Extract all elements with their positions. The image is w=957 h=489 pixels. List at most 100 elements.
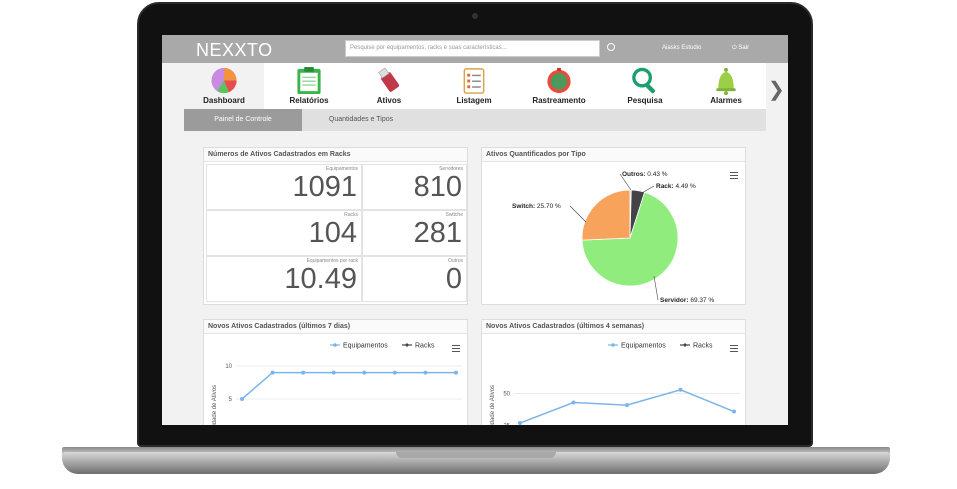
top-bar: NEXXTO Pesquise por equipamentos, racks … — [162, 35, 788, 63]
nav-item-ativos[interactable]: Ativos — [349, 63, 429, 109]
pie-label-switch: Switch: 25.70 % — [512, 203, 561, 210]
checklist-icon — [463, 68, 485, 94]
series-line-equipamentos — [241, 371, 456, 400]
pie-label-rack: Rack: 4.49 % — [656, 183, 696, 190]
pie-slice-switch — [581, 189, 631, 241]
stat-cell-servidores: Servidores 810 — [362, 164, 467, 210]
stat-label: Switche — [445, 212, 463, 218]
nav-item-rastreamento[interactable]: Rastreamento — [519, 63, 599, 109]
screen: NEXXTO Pesquise por equipamentos, racks … — [162, 35, 788, 425]
week-line-panel: Novos Ativos Cadastrados (últimos 7 dias… — [203, 319, 468, 425]
data-point — [423, 370, 428, 375]
chart-menu-icon[interactable] — [730, 172, 738, 179]
panel-title: Números de Ativos Cadastrados em Racks — [204, 148, 467, 162]
nav-label: Listagem — [456, 96, 492, 105]
laptop-base — [62, 452, 890, 474]
legend-label-racks: Racks — [693, 343, 713, 350]
nav-next-arrow-icon[interactable]: ❯ — [768, 79, 785, 101]
pie-connector — [639, 185, 655, 195]
stat-value: 281 — [413, 217, 462, 249]
pie-connector — [653, 275, 659, 301]
nav-label: Relatórios — [289, 96, 329, 105]
magnifier-icon — [632, 67, 656, 94]
data-point — [678, 387, 683, 392]
search-input[interactable]: Pesquise por equipamentos, racks e suas … — [345, 40, 600, 57]
stat-value: 810 — [413, 171, 462, 203]
logout-button[interactable]: Sair — [732, 45, 749, 52]
legend-marker-equipamentos — [333, 343, 337, 347]
pie-connector — [619, 173, 632, 191]
chart-menu-icon[interactable] — [730, 345, 738, 352]
clipboard-icon — [297, 66, 321, 95]
sub-tabs: Painel de Controle Quantidades e Tipos — [184, 109, 766, 131]
data-point — [454, 370, 458, 375]
legend-marker-racks — [405, 343, 409, 347]
stat-label: Racks — [344, 212, 358, 218]
legend-label-equipamentos: Equipamentos — [343, 343, 388, 350]
pie-label-servidor: Servidor: 69.37 % — [660, 297, 714, 304]
data-point — [518, 421, 522, 425]
nav-item-pesquisa[interactable]: Pesquisa — [605, 63, 685, 109]
type-pie-panel: Ativos Quantificados por Tipo Servidor: … — [481, 147, 746, 305]
nav-item-dashboard[interactable]: Dashboard — [184, 63, 264, 109]
stat-value: 10.49 — [284, 263, 357, 295]
month-line-chart: Equipamentos Racks Quantidade de Ativos 50 2… — [490, 343, 740, 425]
y-axis-label: Quantidade de Ativos — [490, 385, 496, 425]
legend-label-racks: Racks — [415, 343, 435, 350]
nav-label: Ativos — [376, 96, 402, 105]
panel-title: Novos Ativos Cadastrados (últimos 7 dias… — [204, 320, 467, 334]
data-point — [270, 370, 275, 375]
pie-chart: Servidor: 69.37 % Switch: 25.70 % Rack: 4.… — [512, 171, 714, 304]
week-line-chart: Equipamentos Racks Quantidade de Ativos 10 5 — [212, 343, 462, 425]
data-point — [571, 400, 576, 405]
legend-marker-equipamentos — [611, 343, 615, 347]
data-point — [240, 397, 244, 401]
chart-menu-icon[interactable] — [452, 345, 460, 352]
data-point — [301, 370, 306, 375]
data-point — [362, 370, 367, 375]
camera — [472, 13, 478, 19]
y-tick-label: 50 — [503, 392, 510, 398]
stat-cell-equipamentos-por-rack: Equipamentos por rack 10.49 — [206, 256, 362, 302]
stat-value: 0 — [445, 263, 462, 295]
panel-title: Ativos Quantificados por Tipo — [482, 148, 745, 162]
stat-cell-switche: Switche 281 — [362, 210, 467, 256]
nav-item-listagem[interactable]: Listagem — [434, 63, 514, 109]
legend-label-equipamentos: Equipamentos — [621, 343, 666, 350]
stat-value: 104 — [308, 217, 357, 249]
user-name[interactable]: Aiasks Estudio — [662, 45, 702, 51]
racks-stats-panel: Números de Ativos Cadastrados em Racks E… — [203, 147, 468, 305]
nav-label: Dashboard — [203, 96, 245, 105]
stat-cell-outros: Outros 0 — [362, 256, 467, 302]
y-tick-label: 25 — [503, 424, 510, 425]
stat-cell-racks: Racks 104 — [206, 210, 362, 256]
stat-label: Outros — [447, 258, 463, 264]
nav-item-relatorios[interactable]: Relatórios — [269, 63, 349, 109]
stat-value: 1091 — [292, 171, 357, 203]
panel-title: Novos Ativos Cadastrados (últimos 4 sema… — [482, 320, 745, 334]
data-point — [732, 409, 736, 414]
data-point — [392, 370, 397, 375]
pie-chart-icon — [211, 67, 237, 94]
nav-label: Pesquisa — [627, 96, 663, 105]
stat-cell-equipamentos: Equipamentos 1091 — [206, 164, 362, 210]
nav-label: Rastreamento — [532, 96, 586, 105]
usb-drive-icon — [378, 67, 400, 92]
logo[interactable]: NEXXTO — [196, 40, 273, 60]
pie-label-outros: Outros: 0.43 % — [622, 171, 668, 178]
stat-label: Servidores — [439, 166, 463, 172]
pie-connector — [569, 205, 587, 223]
y-tick-label: 5 — [229, 397, 233, 403]
tab-painel-de-controle[interactable]: Painel de Controle — [184, 109, 302, 131]
stat-label: Equipamentos por rack — [306, 258, 358, 264]
data-point — [625, 403, 629, 408]
main-nav: Dashboard Relatórios Ativos — [184, 63, 766, 109]
pie-slice-servidor — [581, 191, 679, 287]
compass-icon — [547, 67, 571, 94]
search-icon[interactable] — [607, 43, 615, 51]
nav-item-alarmes[interactable]: Alarmes — [686, 63, 766, 109]
month-line-panel: Novos Ativos Cadastrados (últimos 4 sema… — [481, 319, 746, 425]
laptop-notch — [396, 452, 556, 458]
data-point — [331, 370, 336, 375]
tab-quantidades-e-tipos[interactable]: Quantidades e Tipos — [328, 116, 394, 123]
